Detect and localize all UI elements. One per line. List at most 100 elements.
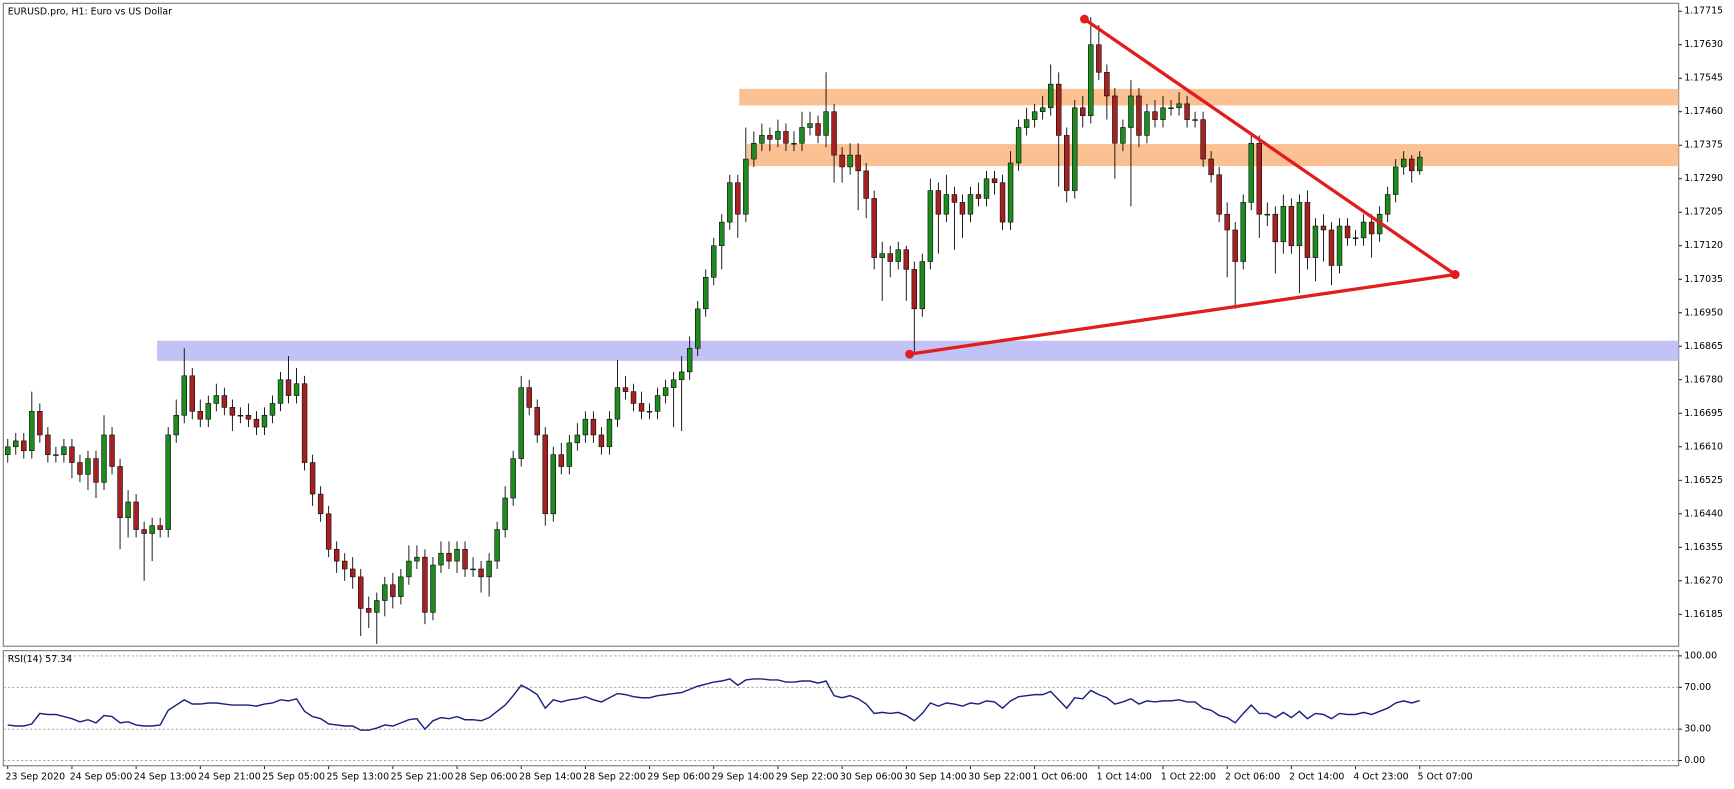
zone <box>746 144 1679 167</box>
trend-line <box>909 272 1456 356</box>
y-tick-label: 1.16865 <box>1684 341 1723 352</box>
candle-body <box>550 454 556 515</box>
candle-body <box>1216 174 1222 215</box>
candle-body <box>1400 158 1407 168</box>
candle-body <box>221 395 228 408</box>
candle-body <box>366 608 372 613</box>
candle-body <box>887 253 893 262</box>
candle-body <box>598 434 605 448</box>
candle-body <box>1280 206 1287 243</box>
candle-body <box>1200 119 1206 160</box>
candle-body <box>333 548 340 562</box>
y-tick-label: 1.17035 <box>1684 274 1723 285</box>
candle-body <box>678 371 685 381</box>
candle-body <box>638 403 645 412</box>
panel-title: RSI(14) 57.34 <box>8 654 72 665</box>
candle-body <box>694 308 701 349</box>
x-tick-label: 1 Oct 14:00 <box>1097 771 1152 782</box>
candle-body <box>1031 111 1038 120</box>
y-tick-label: 30.00 <box>1684 724 1711 735</box>
candle-body <box>438 552 444 566</box>
y-tick-label: 1.16525 <box>1684 475 1723 486</box>
candle-body <box>1320 225 1327 231</box>
y-tick-label: 0.00 <box>1684 755 1705 766</box>
candle-body <box>1168 107 1174 109</box>
candle-body <box>141 529 147 534</box>
candle-body <box>422 556 428 613</box>
candle-body <box>1015 127 1022 164</box>
y-tick-label: 1.17120 <box>1684 240 1723 251</box>
candle-body <box>1408 158 1415 172</box>
x-tick-label: 24 Sep 05:00 <box>70 771 133 782</box>
candle-body <box>406 560 412 578</box>
candle-body <box>1256 142 1262 215</box>
zone <box>739 88 1679 106</box>
candle-body <box>1296 202 1303 247</box>
candle-body <box>670 379 677 388</box>
x-tick-label: 24 Sep 21:00 <box>198 771 261 782</box>
y-tick-label: 1.16185 <box>1684 609 1723 620</box>
candle-body <box>197 411 204 420</box>
candle-body <box>269 403 276 416</box>
candle-body <box>815 123 821 136</box>
candle-body <box>253 418 260 428</box>
x-tick-label: 30 Sep 22:00 <box>968 771 1031 782</box>
candle-body <box>743 158 749 215</box>
candle-body <box>1288 206 1295 247</box>
candle-body <box>510 458 516 499</box>
candle-body <box>430 564 436 613</box>
candle-body <box>1039 107 1046 113</box>
candle-body <box>879 253 885 258</box>
x-tick-label: 28 Sep 06:00 <box>455 771 518 782</box>
y-tick-label: 1.17460 <box>1684 106 1723 117</box>
candle-body <box>1007 162 1014 223</box>
y-tick-label: 1.17630 <box>1684 39 1723 50</box>
candle-body <box>173 414 179 436</box>
candle-body <box>646 411 653 413</box>
x-tick-label: 30 Sep 14:00 <box>904 771 967 782</box>
candle-body <box>614 387 621 420</box>
panel <box>2 650 1680 767</box>
x-tick-label: 5 Oct 07:00 <box>1418 771 1473 782</box>
x-tick-label: 1 Oct 22:00 <box>1161 771 1216 782</box>
candle-body <box>117 466 123 519</box>
candle-body <box>1056 83 1062 136</box>
candle-body <box>1080 107 1086 116</box>
candle-body <box>1160 107 1166 120</box>
candle-body <box>935 190 942 215</box>
candle-body <box>719 221 725 247</box>
candle-body <box>5 446 11 455</box>
candle-body <box>502 497 508 530</box>
candle-body <box>325 513 332 550</box>
candle-body <box>542 434 548 515</box>
candle-body <box>783 131 789 144</box>
trend-point <box>1080 14 1089 24</box>
candle-body <box>1384 194 1391 215</box>
candle-body <box>53 454 59 456</box>
candle-body <box>654 395 661 412</box>
candle-body <box>799 127 805 144</box>
candle-body <box>301 383 308 463</box>
candle-body <box>285 379 292 396</box>
candle-body <box>526 387 532 408</box>
y-tick-label: 1.16610 <box>1684 441 1723 452</box>
candle-body <box>390 584 396 597</box>
candle-body <box>1368 221 1375 235</box>
trend-point <box>905 349 915 359</box>
candle-body <box>205 403 212 420</box>
candle-body <box>133 501 139 530</box>
candle-body <box>470 568 476 571</box>
candle-body <box>534 407 540 436</box>
x-tick-label: 29 Sep 14:00 <box>712 771 775 782</box>
x-tick-label: 29 Sep 22:00 <box>776 771 839 782</box>
y-tick-label: 1.16440 <box>1684 508 1723 519</box>
candle-body <box>1120 127 1126 144</box>
candle-body <box>1184 103 1190 120</box>
candle-body <box>895 249 901 262</box>
candle-body <box>823 111 829 136</box>
candle-body <box>13 440 19 448</box>
candle-body <box>1128 95 1134 128</box>
y-tick-label: 1.16695 <box>1684 408 1723 419</box>
candle-body <box>125 501 131 519</box>
candle-body <box>85 458 91 475</box>
